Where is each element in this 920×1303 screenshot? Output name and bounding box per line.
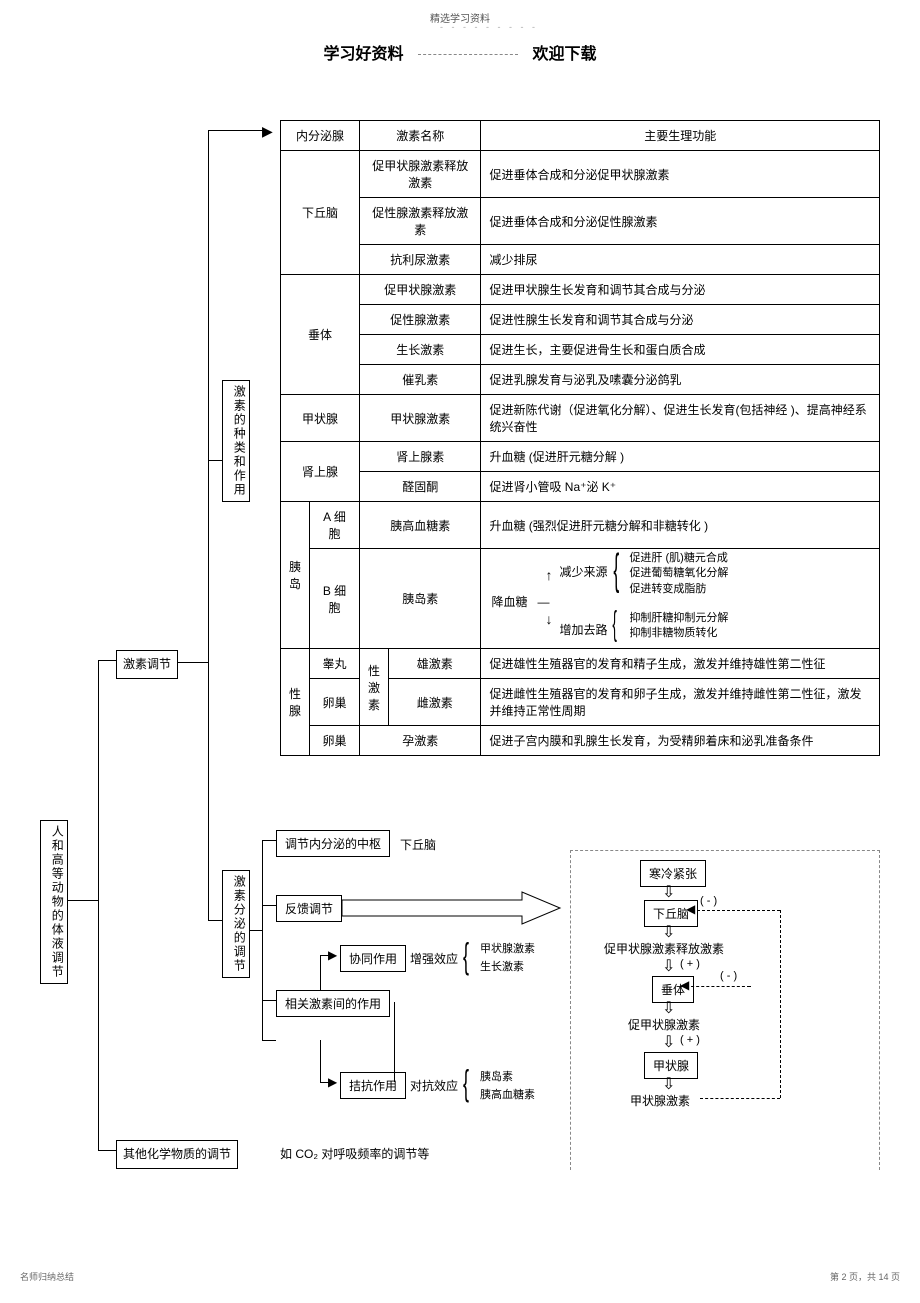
hormone-table: 内分泌腺 激素名称 主要生理功能 下丘脑 促甲状腺激素释放激素 促进垂体合成和分… (280, 120, 880, 756)
cell-hormone: 雄激素 (389, 649, 481, 679)
arrowhead-3: ▶ (328, 1075, 337, 1089)
cell-func: 升血糖 (强烈促进肝元糖分解和非糖转化 ) (481, 502, 880, 549)
cell-func: 促进子宫内膜和乳腺生长发育，为受精卵着床和泌乳准备条件 (481, 726, 880, 756)
ant-item-2: 胰高血糖素 (480, 1086, 535, 1102)
cell-func: 促进垂体合成和分泌促性腺激素 (481, 198, 880, 245)
arrow-down-icon: ⇩ (662, 998, 675, 1018)
cell-hormone: 促甲状腺激素释放激素 (360, 151, 481, 198)
cell-func: 促进乳腺发育与泌乳及嗉囊分泌鸽乳 (481, 365, 880, 395)
label-tsh: 促甲状腺激素 (628, 1016, 700, 1033)
footer-left: 名师归纳总结 (20, 1270, 74, 1283)
cell-hormone: 胰岛素 (360, 549, 481, 649)
ant-item-1: 胰岛素 (480, 1068, 513, 1084)
syn-item-2: 生长激素 (480, 958, 524, 974)
header-left: 学习好资料 (324, 40, 404, 64)
page-header: 学习好资料 欢迎下载 (0, 40, 920, 64)
cell-sub: 卵巢 (310, 726, 360, 756)
th-gland: 内分泌腺 (281, 121, 360, 151)
arrow-down-icon: ⇩ (662, 1074, 675, 1094)
cell-func: 促进肾小管吸 Na⁺泌 K⁺ (481, 472, 880, 502)
label-minus-2: ( - ) (720, 970, 737, 982)
arrowhead-1: ▶ (262, 123, 273, 140)
arrow-down-icon: ⇩ (662, 956, 675, 976)
footer-right: 第 2 页，共 14 页 (830, 1270, 900, 1283)
box-related-hormones: 相关激素间的作用 (276, 990, 390, 1017)
box-synergy: 协同作用 (340, 945, 406, 972)
cell-sub: A 细胞 (310, 502, 360, 549)
label-hypothalamus: 下丘脑 (400, 836, 436, 853)
branch-hormone-secretion: 激素分泌的调节 (222, 870, 250, 978)
cell-func: 促进垂体合成和分泌促甲状腺激素 (481, 151, 880, 198)
cell-hormone: 胰高血糖素 (360, 502, 481, 549)
box-feedback: 反馈调节 (276, 895, 342, 922)
arrowhead-left-2: ◀ (680, 978, 689, 992)
cell-gland: 胰岛 (281, 502, 310, 649)
top-dashes: - - - - - - - - - (440, 22, 538, 32)
label-ant-effect: 对抗效应 (410, 1077, 458, 1094)
cell-gland: 肾上腺 (281, 442, 360, 502)
cell-func: 促进生长，主要促进骨生长和蛋白质合成 (481, 335, 880, 365)
arrow-down-icon: ⇩ (662, 1032, 675, 1052)
feedback-diagram-border (570, 850, 880, 1170)
cell-hormone: 抗利尿激素 (360, 245, 481, 275)
label-plus-1: ( + ) (680, 958, 700, 970)
cell-func: 升血糖 (促进肝元糖分解 ) (481, 442, 880, 472)
root-box: 人和高等动物的体液调节 (40, 820, 68, 984)
header-right: 欢迎下载 (532, 40, 596, 64)
cell-hormone: 甲状腺激素 (360, 395, 481, 442)
cell-func: 促进雌性生殖器官的发育和卵子生成，激发并维持雌性第二性征，激发并维持正常性周期 (481, 679, 880, 726)
cell-insulin-diagram: 降血糖 — ↑ ↓ 减少来源 增加去路 { { 促进肝 (肌)糖元合成 促进葡萄… (481, 549, 880, 649)
arrow-down-icon: ⇩ (662, 882, 675, 902)
cell-func: 促进雄性生殖器官的发育和精子生成，激发并维持雄性第二性征 (481, 649, 880, 679)
cell-hormone: 醛固酮 (360, 472, 481, 502)
cell-func: 促进新陈代谢（促进氧化分解）、促进生长发育(包括神经 )、提高神经系统兴奋性 (481, 395, 880, 442)
label-minus-1: ( - ) (700, 895, 717, 907)
cell-hormone: 孕激素 (360, 726, 481, 756)
label-thyroid-hormone: 甲状腺激素 (630, 1092, 690, 1109)
cell-hormone: 生长激素 (360, 335, 481, 365)
cell-func: 减少排尿 (481, 245, 880, 275)
cell-gland: 垂体 (281, 275, 360, 395)
branch-other-chem: 其他化学物质的调节 (116, 1140, 238, 1169)
label-syn-effect: 增强效应 (410, 950, 458, 967)
label-trh: 促甲状腺激素释放激素 (604, 940, 724, 957)
cell-hormone: 雌激素 (389, 679, 481, 726)
cell-hormone: 催乳素 (360, 365, 481, 395)
cell-sub: 睾丸 (310, 649, 360, 679)
branch-hormone-types: 激素的种类和作用 (222, 380, 250, 502)
cell-hormone: 促性腺激素释放激素 (360, 198, 481, 245)
cell-func: 促进甲状腺生长发育和调节其合成与分泌 (481, 275, 880, 305)
cell-sub: B 细胞 (310, 549, 360, 649)
cell-gland: 甲状腺 (281, 395, 360, 442)
cell-func: 促进性腺生长发育和调节其合成与分泌 (481, 305, 880, 335)
box-center-regulation: 调节内分泌的中枢 (276, 830, 390, 857)
syn-item-1: 甲状腺激素 (480, 940, 535, 956)
label-plus-2: ( + ) (680, 1034, 700, 1046)
cell-gland: 下丘脑 (281, 151, 360, 275)
th-func: 主要生理功能 (481, 121, 880, 151)
branch-hormone-regulation: 激素调节 (116, 650, 178, 679)
cell-hormone: 促甲状腺激素 (360, 275, 481, 305)
arrowhead-left-1: ◀ (686, 902, 695, 916)
arrowhead-2: ▶ (328, 948, 337, 962)
box-antagonism: 拮抗作用 (340, 1072, 406, 1099)
cell-mid: 性激素 (360, 649, 389, 726)
arrow-down-icon: ⇩ (662, 922, 675, 942)
cell-gland: 性腺 (281, 649, 310, 756)
cell-hormone: 促性腺激素 (360, 305, 481, 335)
cell-hormone: 肾上腺素 (360, 442, 481, 472)
branch2-note: 如 CO₂ 对呼吸频率的调节等 (280, 1145, 429, 1162)
cell-sub: 卵巢 (310, 679, 360, 726)
th-hormone: 激素名称 (360, 121, 481, 151)
big-arrow-icon (342, 890, 562, 926)
